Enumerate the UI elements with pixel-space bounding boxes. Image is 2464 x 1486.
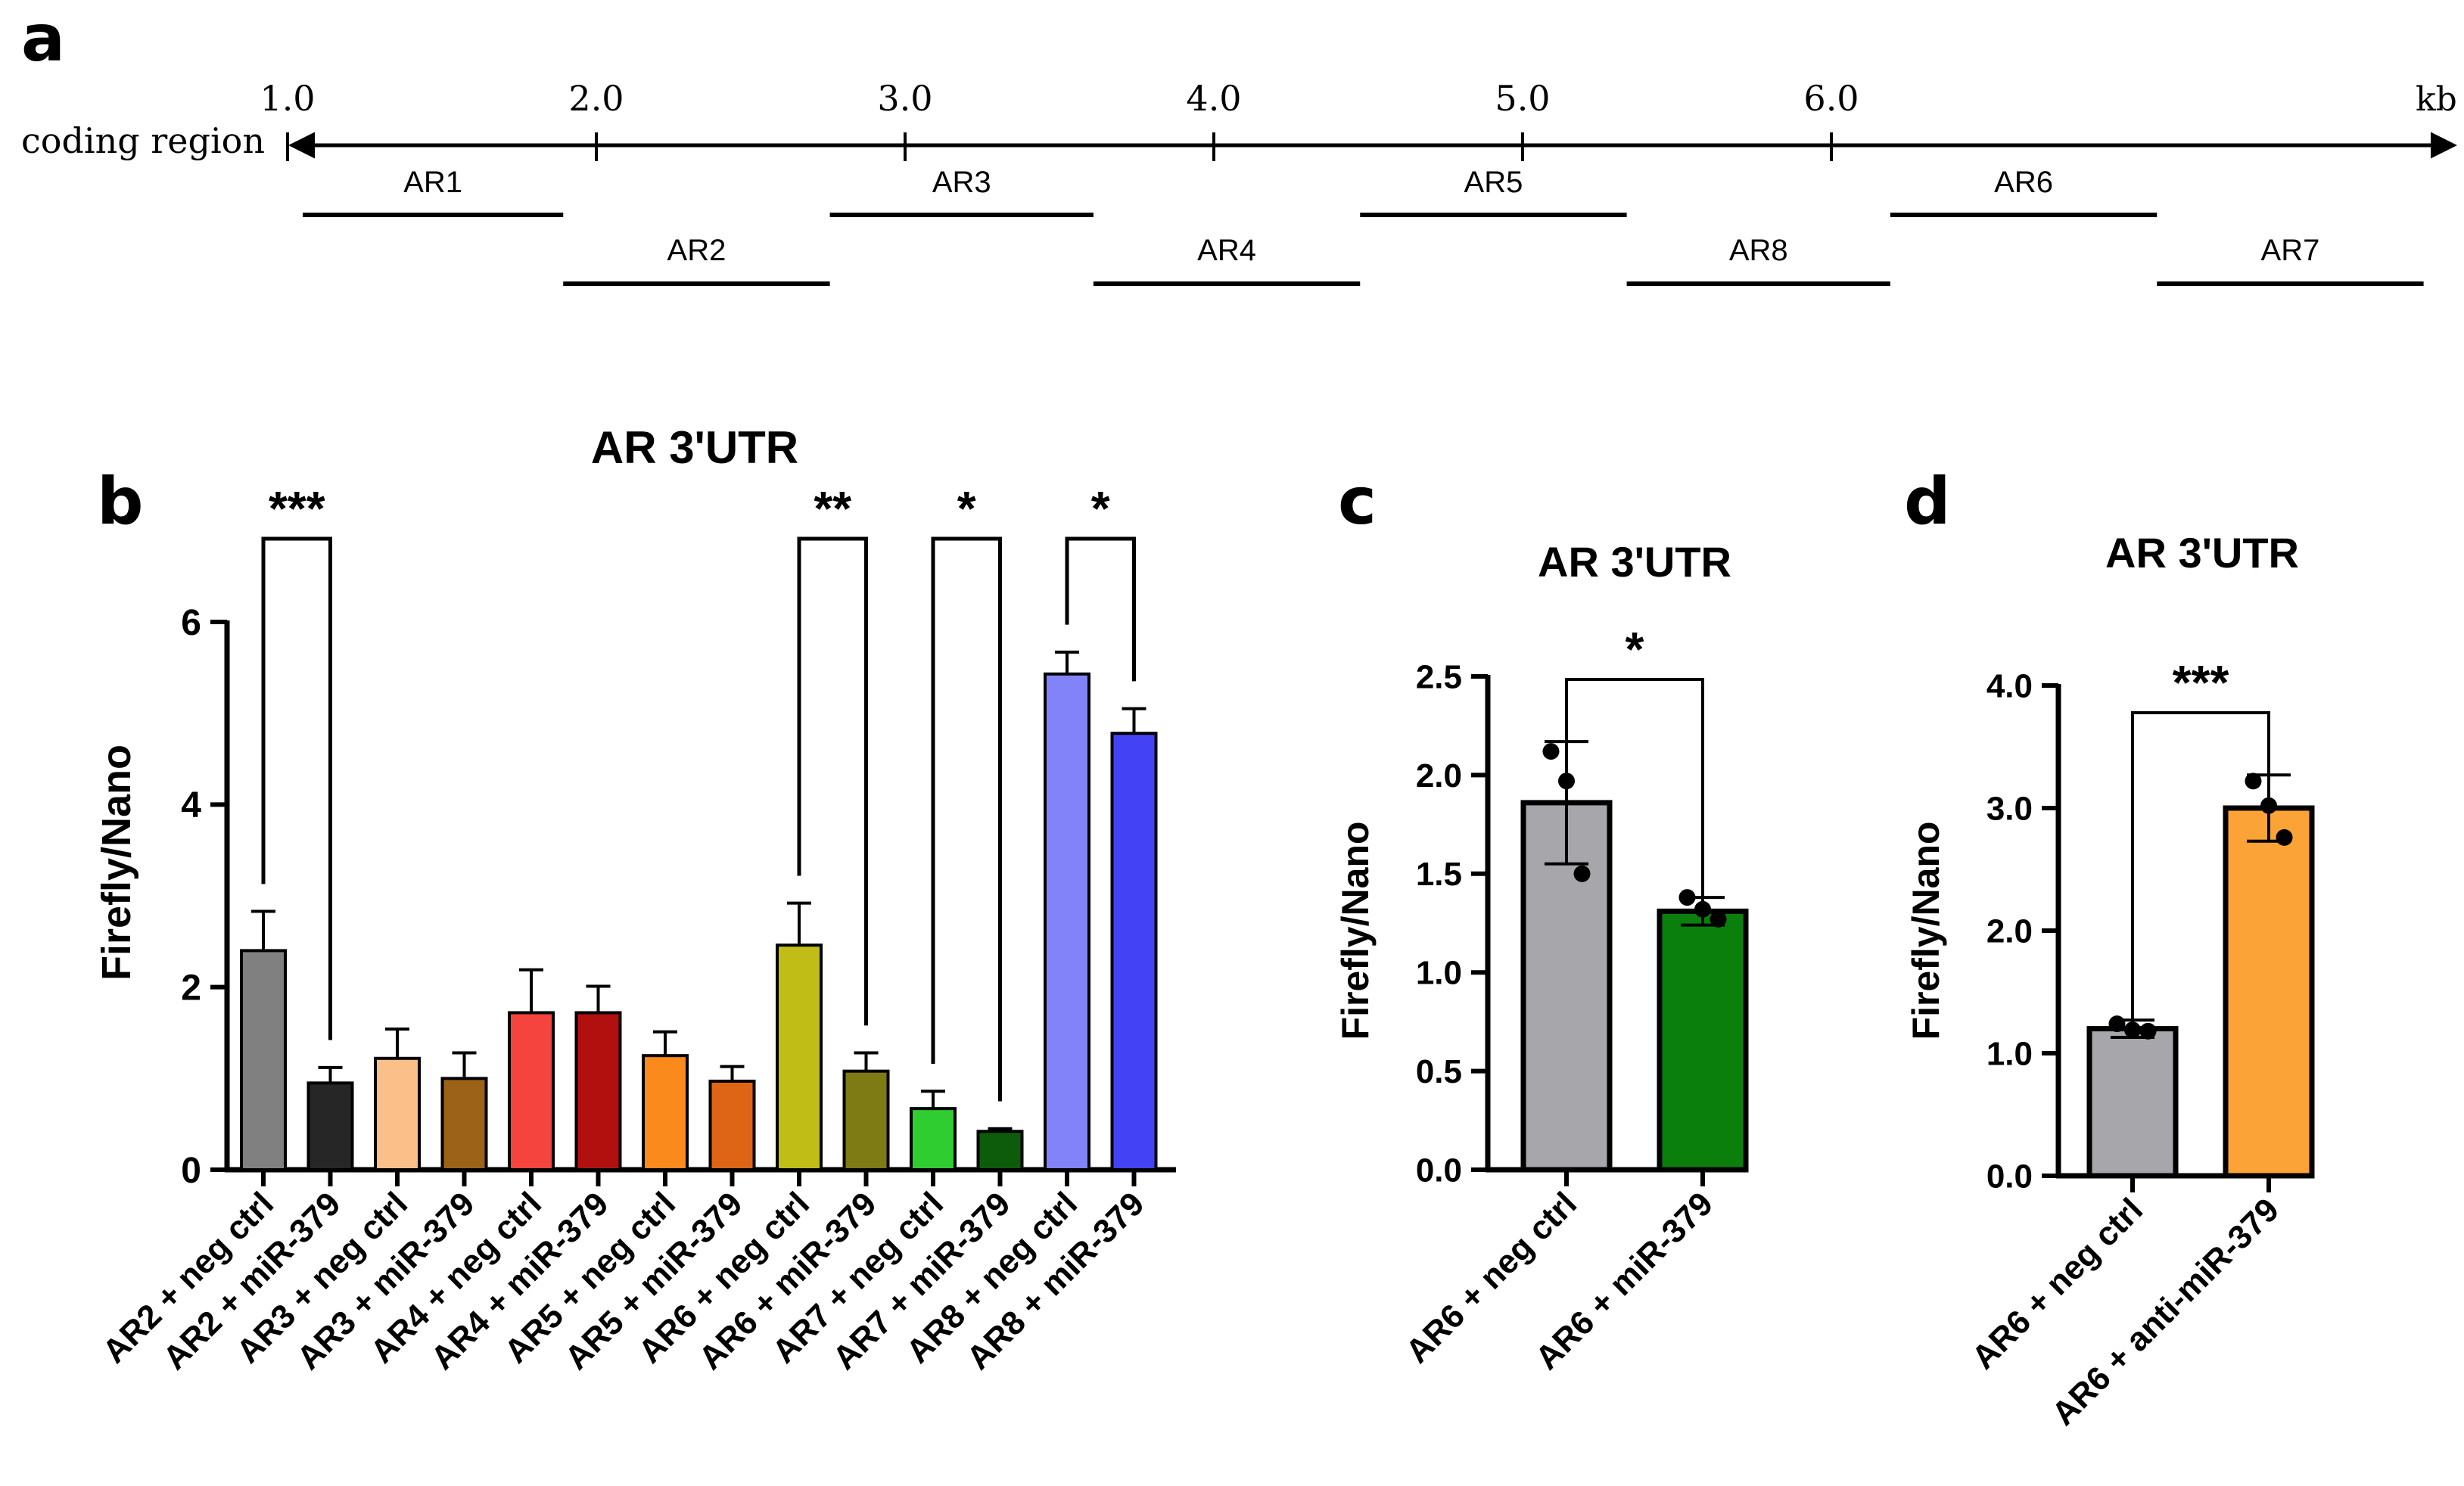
kb-tick-label: 3.0: [877, 78, 932, 119]
kb-tick-label: 5.0: [1495, 78, 1550, 119]
significance-bracket-b-2: [931, 536, 1002, 1102]
data-point-d-0-1: [2124, 1021, 2141, 1039]
bar-b-12: [1044, 672, 1090, 1171]
significance-bracket-b-0: [261, 536, 332, 1040]
bar-c-1: [1657, 908, 1749, 1173]
panel-c-title: AR 3'UTR: [1538, 538, 1731, 586]
panel-d-ylabel: Firefly/Nano: [1905, 822, 1947, 1040]
segment-label-ar5: AR5: [1464, 166, 1523, 199]
y-tick-label: 1.5: [1416, 856, 1462, 893]
significance-stars-b-3: *: [1091, 481, 1110, 536]
bar-b-4: [508, 1011, 555, 1172]
panel-d-letter: d: [1904, 464, 1951, 539]
panel-d-chart: d AR 3'UTR Firefly/Nano 0.0 1.0 2.0 3.0 4.0 A…: [1904, 464, 2315, 1432]
bar-b-9: [842, 1069, 890, 1172]
data-point-d-0-2: [2139, 1022, 2157, 1040]
y-tick-label: 0.5: [1416, 1053, 1462, 1090]
segment-label-ar3: AR3: [932, 166, 991, 199]
kb-tick-label: 2.0: [568, 78, 624, 119]
y-tick-label: 1.0: [1986, 1035, 2033, 1072]
data-point-d-1-0: [2245, 773, 2262, 790]
kb-tick-label: 4.0: [1186, 78, 1241, 119]
coding-region-label: coding region: [21, 120, 265, 161]
panel-b-letter: b: [97, 464, 144, 539]
data-point-c-1-1: [1694, 900, 1711, 918]
bar-b-3: [440, 1077, 488, 1172]
bar-b-6: [642, 1054, 689, 1171]
significance-bracket-d-0: [2131, 711, 2270, 1021]
y-tick-label: 2.5: [1416, 658, 1462, 695]
significance-stars-b-1: **: [814, 481, 851, 536]
y-tick-label: 2: [181, 968, 201, 1008]
bar-b-13: [1110, 732, 1158, 1171]
data-point-c-0-1: [1558, 773, 1575, 790]
significance-bracket-b-3: [1065, 536, 1136, 682]
significance-bracket-b-1: [797, 536, 868, 1026]
segment-label-ar2: AR2: [667, 234, 726, 267]
significance-stars-c-0: *: [1626, 622, 1644, 676]
y-tick-label: 4: [181, 785, 201, 825]
y-tick-label: 6: [181, 603, 201, 643]
data-point-d-1-1: [2260, 797, 2277, 814]
panel-c-ylabel: Firefly/Nano: [1334, 822, 1377, 1040]
segment-label-ar6: AR6: [1994, 166, 2053, 199]
segment-label-ar8: AR8: [1729, 234, 1788, 267]
significance-stars-d-0: ***: [2173, 655, 2229, 710]
significance-bracket-c-0: [1565, 678, 1704, 898]
bar-b-0: [240, 949, 287, 1172]
data-point-c-0-2: [1573, 865, 1591, 882]
data-point-d-0-0: [2108, 1015, 2126, 1033]
y-tick-label: 0.0: [1986, 1158, 2033, 1195]
kb-tick-label: 1.0: [260, 78, 315, 119]
segment-label-ar4: AR4: [1197, 234, 1256, 267]
y-tick-label: 2.0: [1416, 757, 1462, 794]
panel-c-chart: c AR 3'UTR Firefly/Nano 0.0 0.5 1.0 1.5 2.0 2…: [1334, 464, 1749, 1377]
significance-stars-b-2: *: [957, 481, 976, 536]
y-tick-label: 0.0: [1416, 1152, 1462, 1189]
kb-ticks: 1.0 2.0 3.0 4.0 5.0 6.0: [260, 78, 1859, 161]
y-tick-label: 0: [181, 1151, 201, 1191]
panel-b-ylabel: Firefly/Nano: [94, 745, 139, 981]
data-point-c-0-0: [1542, 743, 1560, 760]
y-tick-label: 3.0: [1986, 790, 2033, 827]
bar-b-11: [976, 1130, 1024, 1171]
data-point-c-1-0: [1678, 889, 1696, 906]
bar-b-1: [306, 1081, 354, 1172]
panel-a-coding-region-map: a coding region kb 1.0 2.0 3.0 4.0 5.0 6.0 AR…: [21, 1, 2457, 286]
segment-label-ar7: AR7: [2261, 234, 2320, 267]
category-label-d-1: AR6 + anti-miR-379: [2045, 1191, 2286, 1432]
kb-tick-label: 6.0: [1803, 78, 1859, 119]
kb-unit-label: kb: [2416, 80, 2457, 119]
bar-b-7: [708, 1079, 756, 1172]
panel-c-letter: c: [1338, 464, 1377, 539]
bar-d-1: [2223, 805, 2315, 1179]
bar-b-8: [776, 944, 823, 1172]
panel-a-letter: a: [21, 1, 65, 76]
y-tick-label: 2.0: [1986, 912, 2033, 950]
panel-d-title: AR 3'UTR: [2105, 529, 2299, 577]
bar-b-2: [374, 1056, 421, 1171]
data-point-c-1-2: [1710, 910, 1727, 928]
y-tick-label: 4.0: [1986, 667, 2033, 704]
y-tick-label: 1.0: [1416, 955, 1462, 992]
bar-b-5: [574, 1011, 622, 1172]
bar-d-0: [2086, 1026, 2179, 1179]
panel-b-title: AR 3'UTR: [591, 422, 798, 473]
segment-label-ar1: AR1: [403, 166, 462, 199]
bar-b-10: [910, 1107, 957, 1171]
significance-stars-b-0: ***: [269, 481, 325, 536]
data-point-d-1-2: [2276, 828, 2293, 846]
ar-segments: AR1 AR2 AR3 AR4 AR5 AR8 AR6 AR7: [303, 166, 2424, 286]
